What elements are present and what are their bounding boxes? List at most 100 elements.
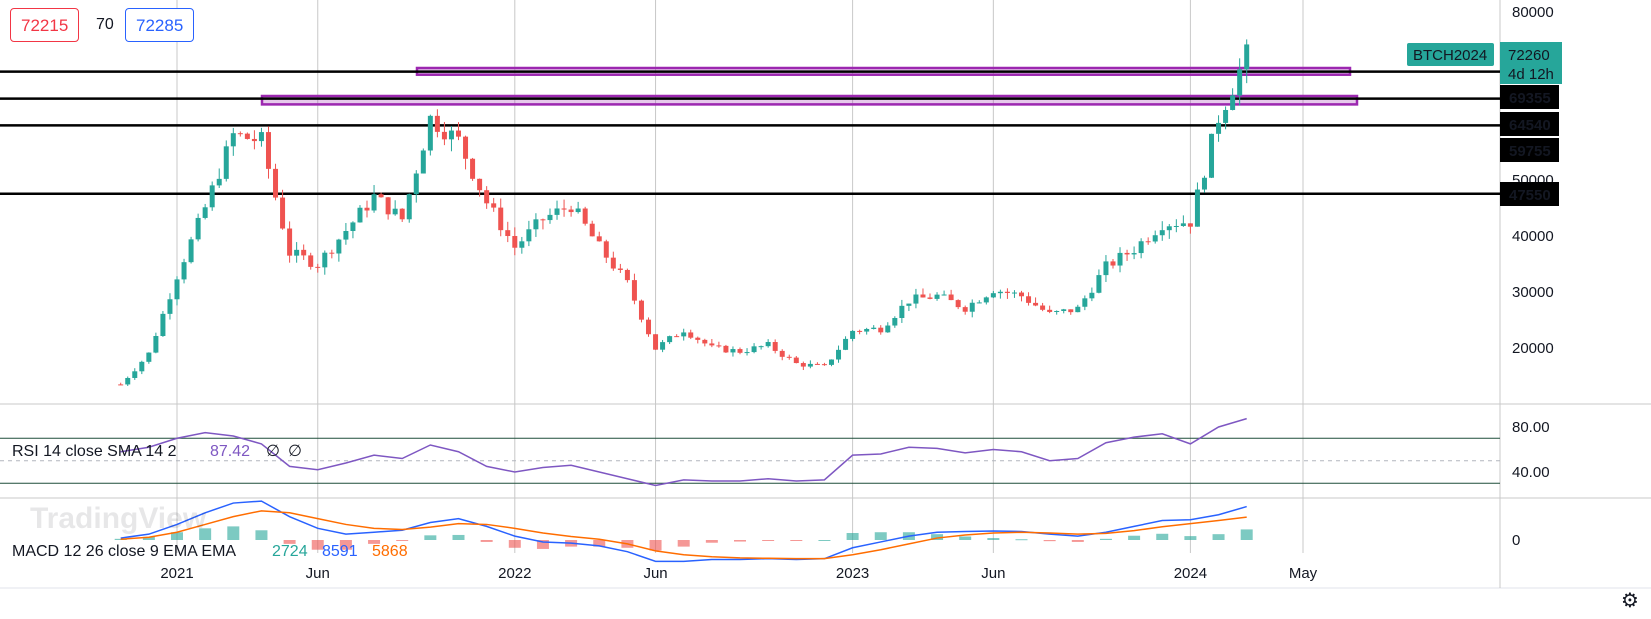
rsi-line xyxy=(120,417,1247,487)
candle-body xyxy=(723,345,729,353)
price-tick-label: 40000 xyxy=(1512,228,1554,245)
macd-histogram-bar xyxy=(480,540,493,542)
rsi-tick-label: 80.00 xyxy=(1512,419,1550,436)
candle-body xyxy=(526,229,532,242)
macd-histogram-bar xyxy=(959,536,972,540)
candle-body xyxy=(441,131,447,140)
candle-body xyxy=(1201,177,1207,190)
time-tick-label: Jun xyxy=(981,565,1005,582)
macd-histogram-bar xyxy=(424,535,437,540)
candle-body xyxy=(132,371,138,378)
time-axis[interactable]: 2021 Jun 2022 Jun 2023 Jun 2024 May xyxy=(160,565,1317,582)
candle-body xyxy=(786,356,792,358)
macd-histogram-bar xyxy=(311,540,324,550)
candle-body xyxy=(294,249,300,256)
grid xyxy=(0,0,1651,589)
time-tick-label: 2021 xyxy=(160,565,193,582)
macd-histogram-bar xyxy=(452,534,465,540)
candle-body xyxy=(301,249,307,256)
macd-histogram-bar xyxy=(1071,540,1084,542)
candle-body xyxy=(512,236,518,248)
candle-body xyxy=(378,194,384,198)
macd-histogram-bar xyxy=(396,540,409,541)
macd-hist-value: 2724 xyxy=(272,543,308,560)
candle-body xyxy=(554,208,560,215)
candle-body xyxy=(906,303,912,306)
level-price-label: 69355 xyxy=(1509,90,1551,107)
level-price-label: 59755 xyxy=(1509,143,1551,160)
candle-body xyxy=(807,363,813,367)
candle-body xyxy=(287,228,293,256)
candle-body xyxy=(688,332,694,338)
candle-body xyxy=(913,294,919,304)
candle-body xyxy=(674,336,680,338)
last-price-value: 72260 xyxy=(1508,47,1550,64)
candle-body xyxy=(491,203,497,208)
candle-body xyxy=(343,231,349,240)
candle-body xyxy=(1209,133,1215,178)
candle-body xyxy=(364,207,370,211)
candle-body xyxy=(125,377,131,385)
symbol-badge xyxy=(1407,43,1494,66)
macd-histogram-bar xyxy=(1184,536,1197,540)
time-tick-label: Jun xyxy=(643,565,667,582)
signal-line xyxy=(120,510,1247,560)
chart-settings-icon[interactable]: ⚙ xyxy=(1621,589,1639,612)
level-price-badge xyxy=(1500,182,1559,206)
bar-countdown: 4d 12h xyxy=(1508,66,1554,83)
candle-body xyxy=(1166,226,1172,231)
candle-body xyxy=(1082,298,1088,307)
candle-body xyxy=(420,150,426,174)
candle-body xyxy=(456,130,461,137)
price-tick-label: 30000 xyxy=(1512,284,1554,301)
macd-histogram-bar xyxy=(734,540,746,542)
candle-body xyxy=(1230,95,1236,110)
candle-body xyxy=(1096,275,1102,293)
candle-body xyxy=(561,208,567,210)
candle-body xyxy=(1194,189,1200,227)
candle-body xyxy=(427,115,433,151)
candle-body xyxy=(223,146,229,179)
macd-histogram-bar xyxy=(1043,540,1056,542)
macd-histogram-bar xyxy=(1240,529,1253,540)
candle-body xyxy=(772,342,778,351)
macd-histogram-bar xyxy=(227,526,240,540)
price-tick-label: 80000 xyxy=(1512,4,1554,21)
candle-body xyxy=(941,294,947,296)
time-tick-label: 2022 xyxy=(498,565,531,582)
price-axis[interactable]: 2000030000400005000060000700008000040.00… xyxy=(1512,4,1554,549)
rsi-extra-1: ∅ xyxy=(266,443,280,460)
bid-price[interactable]: 72215 xyxy=(10,8,80,42)
macd-histogram-bar xyxy=(762,540,775,541)
candle-body xyxy=(188,239,194,263)
level-price-badge xyxy=(1500,85,1559,109)
candle-body xyxy=(997,291,1003,294)
time-tick-label: May xyxy=(1289,565,1318,582)
candle-body xyxy=(1075,306,1081,313)
candle-body xyxy=(667,336,673,343)
candle-body xyxy=(695,337,701,340)
candle-body xyxy=(505,230,511,237)
axis-labels: 69355 64540 59755 47550 72260 4d 12h BTCH2024 xyxy=(1407,42,1562,206)
macd-histogram-bar xyxy=(171,532,183,540)
macd-label: MACD 12 26 close 9 EMA EMA xyxy=(12,543,236,560)
candle-body xyxy=(322,252,328,268)
candle-body xyxy=(603,241,609,258)
candle-body xyxy=(758,346,764,348)
candle-body xyxy=(1223,109,1229,123)
candle-body xyxy=(575,208,581,213)
candle-body xyxy=(892,317,898,326)
candle-body xyxy=(1089,292,1095,299)
candle-body xyxy=(273,168,279,198)
candle-body xyxy=(1237,69,1243,96)
candle-body xyxy=(646,319,652,335)
macd-histogram-bar xyxy=(818,540,831,541)
candle-body xyxy=(244,133,250,139)
level-lines xyxy=(0,70,1500,195)
candle-body xyxy=(1138,241,1144,254)
level-price-badge xyxy=(1500,112,1559,136)
candle-body xyxy=(139,361,145,372)
ask-price[interactable]: 72285 xyxy=(125,8,195,42)
candle-body xyxy=(160,313,166,337)
